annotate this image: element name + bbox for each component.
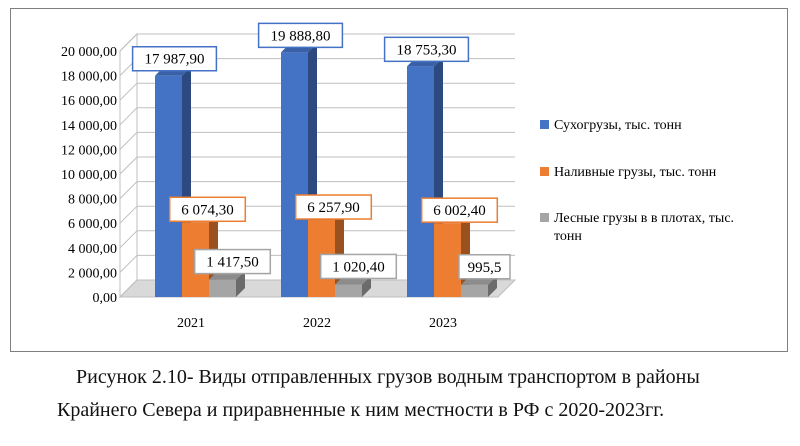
gridline [119, 156, 515, 175]
bar [155, 75, 182, 297]
y-tick-label: 12 000,00 [61, 143, 117, 158]
legend-swatch [540, 120, 549, 129]
y-tick-label: 20 000,00 [61, 45, 117, 60]
y-tick-label: 10 000,00 [61, 168, 117, 183]
y-tick-label: 8 000,00 [68, 193, 117, 208]
y-tick-label: 16 000,00 [61, 94, 117, 109]
figure-caption-line-1: Рисунок 2.10- Виды отправленных грузов в… [76, 366, 700, 388]
gridline [119, 279, 515, 298]
bar [434, 223, 461, 297]
y-tick-label: 18 000,00 [61, 70, 117, 85]
bar [407, 66, 434, 297]
legend-label: Наливные грузы, тыс. тонн [554, 165, 717, 180]
gridline [119, 33, 515, 52]
data-label: 1 417,50 [206, 255, 259, 271]
legend-swatch [540, 167, 549, 176]
legend-label: Сухогрузы, тыс. тонн [554, 118, 682, 133]
data-label-box [383, 36, 470, 63]
data-label: 995,5 [468, 260, 502, 276]
x-tick-label: 2023 [429, 316, 457, 331]
legend-label-cont: тонн [554, 229, 582, 244]
data-label-box [458, 254, 511, 280]
x-tick-label: 2021 [177, 316, 205, 331]
figure-caption-line-2: Крайнего Севера и приравненные к ним мес… [57, 399, 665, 421]
bar [461, 284, 488, 297]
y-tick-label: 6 000,00 [68, 217, 117, 232]
data-label-box [294, 194, 373, 220]
data-label-box [131, 45, 218, 72]
data-label: 19 888,80 [271, 28, 331, 44]
y-tick-label: 4 000,00 [68, 242, 117, 257]
data-label: 18 753,30 [397, 42, 457, 58]
data-label: 17 987,90 [145, 52, 205, 68]
data-label-box [193, 248, 272, 275]
data-label-box [319, 253, 398, 280]
bar-chart: 0,00 2 000,00 4 000,00 6 000,00 8 000,00 10 0… [61, 22, 734, 331]
data-label: 6 002,40 [433, 203, 486, 219]
data-label-box [168, 196, 247, 223]
data-label: 1 020,40 [332, 259, 385, 275]
data-label: 6 257,90 [307, 200, 360, 216]
gridline [119, 205, 515, 224]
x-tick-label: 2022 [303, 316, 331, 331]
gridline [119, 230, 515, 249]
gridline [119, 181, 515, 199]
gridline [119, 82, 515, 101]
data-label: 6 074,30 [181, 202, 234, 218]
legend-label: Лесные грузы в в плотах, тыс. [554, 211, 734, 226]
data-label-box [257, 22, 344, 49]
bar [209, 279, 236, 297]
bar-side [488, 275, 497, 297]
gridline [119, 131, 515, 150]
gridline [119, 107, 515, 126]
legend-swatch [540, 213, 549, 222]
bar [335, 284, 362, 297]
bar-side [236, 270, 245, 297]
bar [281, 52, 308, 297]
y-tick-label: 0,00 [93, 291, 118, 306]
data-label-box [420, 197, 499, 223]
bar-side [362, 275, 371, 297]
y-tick-label: 14 000,00 [61, 119, 117, 134]
y-tick-label: 2 000,00 [68, 266, 117, 281]
